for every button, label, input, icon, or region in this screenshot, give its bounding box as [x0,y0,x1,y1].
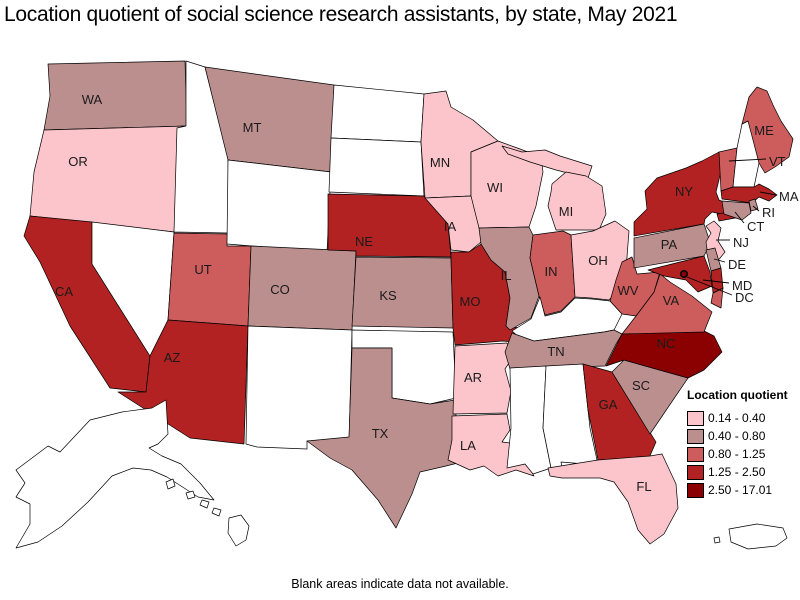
state-label-me: ME [754,123,774,138]
state-md[interactable] [710,267,724,294]
legend-rows: 0.14 - 0.40 0.40 - 0.80 0.80 - 1.25 1.25 - … [687,409,799,499]
state-label-in: IN [545,264,558,279]
legend-swatch-3 [687,464,704,480]
state-label-ny: NY [675,184,693,199]
legend-title: Location quotient [687,388,788,402]
state-label-la: LA [460,438,476,453]
state-hi[interactable] [227,514,250,547]
state-wy[interactable] [226,159,332,253]
state-in[interactable] [529,230,576,316]
state-wi[interactable] [470,140,544,229]
state-ks[interactable] [351,256,454,329]
state-label-nc: NC [657,336,676,351]
state-hi[interactable] [199,499,210,509]
state-ma[interactable] [720,183,778,204]
state-ak[interactable] [15,399,215,549]
state-label-mo: MO [460,294,481,309]
leader-line-ri [752,205,760,212]
legend: Location quotient 0.14 - 0.40 0.40 - 0.80… [687,388,799,499]
legend-class-label-0: 0.14 - 0.40 [708,411,766,425]
state-label-ne: NE [355,234,373,249]
state-label-vt: VT [769,154,786,169]
leader-line-vt [728,158,767,162]
state-nc[interactable] [605,329,723,379]
state-label-dc: DC [735,290,754,305]
state-wv[interactable] [609,256,661,317]
state-label-ct: CT [747,219,764,234]
state-label-mi: MI [559,204,573,219]
state-ct[interactable] [721,200,752,221]
legend-swatch-2 [687,446,704,462]
legend-class-label-2: 0.80 - 1.25 [708,447,766,461]
legend-row-1: 0.40 - 0.80 [687,427,799,445]
state-label-nj: NJ [733,235,749,250]
state-hi[interactable] [211,507,222,517]
legend-row-3: 1.25 - 2.50 [687,463,799,481]
state-label-fl: FL [636,479,651,494]
state-label-wv: WV [618,283,639,298]
state-label-ks: KS [379,288,397,303]
leader-line-ct [734,211,745,224]
leader-line-md [702,279,730,284]
state-label-va: VA [663,293,680,308]
state-label-ia: IA [444,219,457,234]
state-label-md: MD [732,278,752,293]
legend-swatch-0 [687,410,704,426]
state-label-ga: GA [599,397,618,412]
state-label-co: CO [270,282,290,297]
legend-class-label-1: 0.40 - 0.80 [708,429,766,443]
leader-line-ma [759,191,777,196]
state-label-mn: MN [430,155,450,170]
state-or[interactable] [29,125,188,233]
state-label-tx: TX [372,426,389,441]
state-co[interactable] [247,245,357,331]
state-label-pa: PA [661,237,678,252]
state-me[interactable] [741,86,794,174]
state-wa[interactable] [43,60,188,131]
legend-class-label-3: 1.25 - 2.50 [708,465,766,479]
state-label-wa: WA [82,92,103,107]
state-label-oh: OH [588,253,608,268]
state-label-sc: SC [632,378,650,393]
state-nm[interactable] [245,325,353,450]
state-label-ri: RI [762,205,775,220]
state-label-ar: AR [464,370,482,385]
state-fl[interactable] [547,453,679,545]
legend-row-2: 0.80 - 1.25 [687,445,799,463]
legend-class-label-4: 2.50 - 17.01 [708,483,773,497]
state-sd[interactable] [328,137,425,197]
state-label-ca: CA [55,284,73,299]
state-pr[interactable] [728,523,788,550]
state-label-ma: MA [779,189,799,204]
state-label-az: AZ [164,350,181,365]
legend-swatch-4 [687,482,704,498]
state-label-wi: WI [487,180,503,195]
leader-line-dc [686,276,733,296]
state-mi[interactable] [501,145,593,179]
state-label-or: OR [68,154,88,169]
state-label-tn: TN [547,344,564,359]
legend-row-4: 2.50 - 17.01 [687,481,799,499]
state-label-il: IL [501,268,512,283]
state-dc[interactable] [679,269,688,278]
leader-line-de [713,258,726,263]
state-label-ut: UT [194,262,211,277]
state-ar[interactable] [452,342,514,415]
state-hi[interactable] [185,490,196,500]
footnote: Blank areas indicate data not available. [291,577,509,591]
state-nd[interactable] [330,84,425,143]
state-label-de: DE [728,257,746,272]
state-mi[interactable] [547,171,607,231]
state-pr[interactable] [713,536,721,544]
state-hi[interactable] [165,478,176,490]
state-ut[interactable] [167,232,252,327]
legend-swatch-1 [687,428,704,444]
legend-row-0: 0.14 - 0.40 [687,409,799,427]
map-title: Location quotient of social science rese… [4,3,678,26]
state-tx[interactable] [306,347,471,529]
state-label-mt: MT [243,120,262,135]
